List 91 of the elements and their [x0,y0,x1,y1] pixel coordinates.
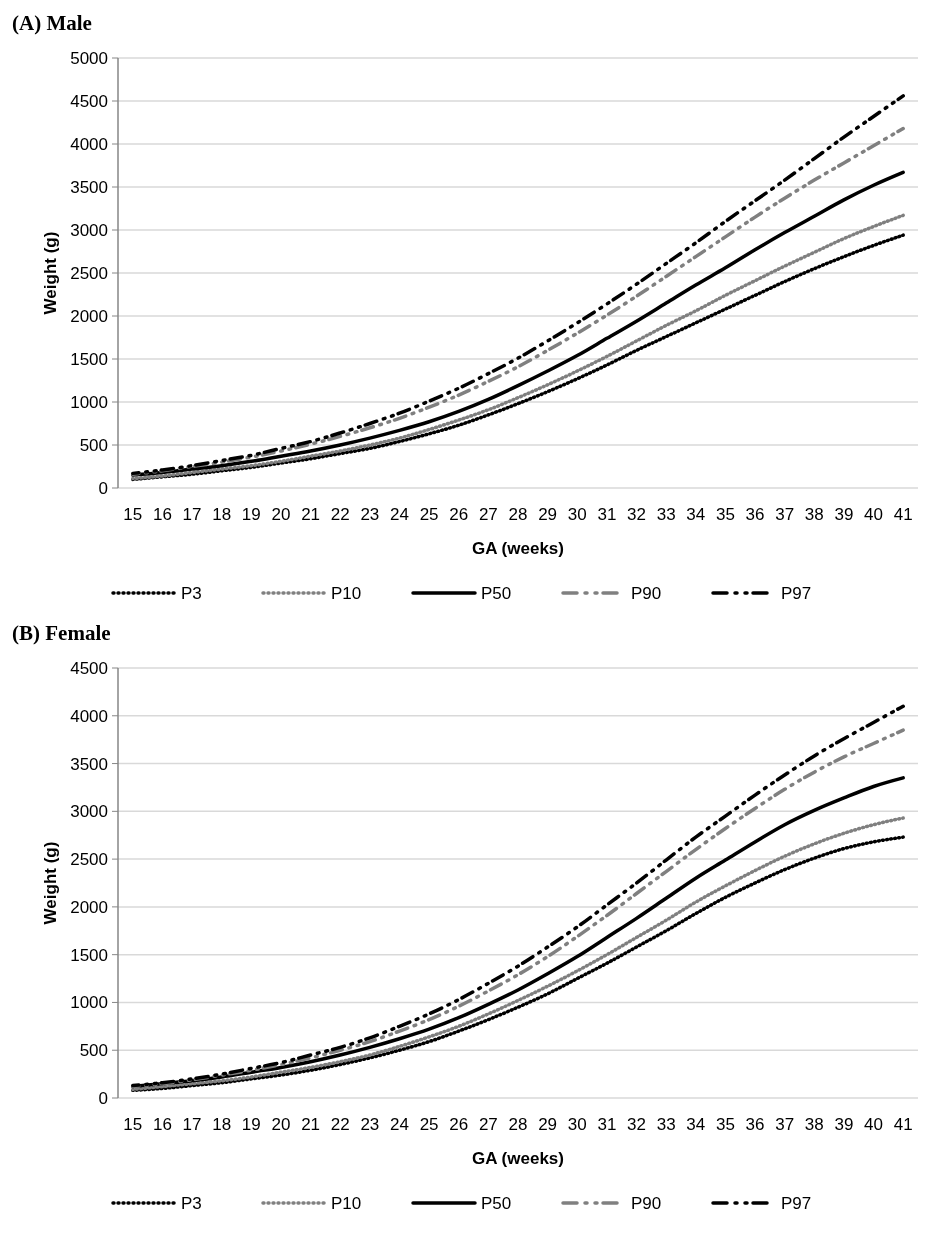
x-tick-label: 41 [893,1115,913,1134]
legend-label: P10 [331,583,362,603]
x-tick-label: 15 [123,1115,143,1134]
legend-label: P90 [631,1193,662,1213]
x-tick-label: 20 [271,505,291,524]
x-tick-label: 31 [597,505,617,524]
y-tick-label: 3500 [70,177,108,197]
y-tick-label: 3000 [70,802,108,822]
y-tick-label: 5000 [70,48,108,68]
legend-label: P97 [781,1193,812,1213]
x-tick-label: 32 [627,505,646,524]
y-tick-label: 4000 [70,706,108,726]
x-tick-label: 28 [508,1115,528,1134]
legend-label: P50 [481,583,512,603]
x-tick-label: 33 [656,1115,676,1134]
x-tick-label: 22 [330,505,350,524]
x-tick-label: 18 [212,505,232,524]
x-tick-label: 40 [864,505,884,524]
y-tick-label: 1500 [70,349,108,369]
x-tick-label: 25 [419,505,439,524]
x-tick-label: 25 [419,1115,439,1134]
x-axis-title: GA (weeks) [472,539,564,558]
y-tick-label: 0 [98,478,108,498]
legend-label: P97 [781,583,812,603]
x-axis-title: GA (weeks) [472,1149,564,1168]
x-tick-label: 36 [745,1115,765,1134]
x-tick-label: 16 [152,505,172,524]
x-tick-label: 27 [478,505,498,524]
x-tick-label: 24 [390,1115,409,1134]
y-tick-label: 2500 [70,263,108,283]
x-tick-label: 24 [390,505,409,524]
x-tick-label: 17 [182,505,202,524]
x-tick-label: 34 [686,505,706,524]
legend-label: P3 [181,1193,202,1213]
x-tick-label: 23 [360,505,380,524]
x-tick-label: 23 [360,1115,380,1134]
x-tick-label: 33 [656,505,676,524]
x-tick-label: 21 [301,1115,321,1134]
legend-label: P3 [181,583,202,603]
x-tick-label: 38 [804,1115,824,1134]
x-tick-label: 18 [212,1115,232,1134]
y-tick-label: 500 [79,435,108,455]
x-tick-label: 35 [715,505,735,524]
y-tick-label: 2000 [70,306,108,326]
x-tick-label: 30 [567,1115,587,1134]
x-tick-label: 34 [686,1115,706,1134]
x-tick-label: 19 [241,1115,261,1134]
x-tick-label: 27 [478,1115,498,1134]
x-tick-label: 15 [123,505,143,524]
x-tick-label: 30 [567,505,587,524]
x-tick-label: 39 [834,505,854,524]
y-tick-label: 0 [98,1088,108,1108]
x-tick-label: 31 [597,1115,617,1134]
x-tick-label: 29 [538,505,558,524]
y-tick-label: 1000 [70,993,108,1013]
y-tick-label: 3500 [70,754,108,774]
legend-label: P50 [481,1193,512,1213]
y-tick-label: 1500 [70,945,108,965]
y-tick-label: 500 [79,1041,108,1061]
y-tick-label: 4500 [70,91,108,111]
x-tick-label: 21 [301,505,321,524]
x-tick-label: 32 [627,1115,646,1134]
x-tick-label: 26 [449,1115,469,1134]
y-axis-title: Weight (g) [41,231,60,315]
x-tick-label: 29 [538,1115,558,1134]
x-tick-label: 19 [241,505,261,524]
x-tick-label: 22 [330,1115,350,1134]
legend-label: P90 [631,583,662,603]
x-tick-label: 39 [834,1115,854,1134]
x-tick-label: 37 [775,1115,795,1134]
y-tick-label: 4500 [70,658,108,678]
y-tick-label: 3000 [70,220,108,240]
x-tick-label: 28 [508,505,528,524]
legend-label: P10 [331,1193,362,1213]
x-tick-label: 17 [182,1115,202,1134]
y-tick-label: 1000 [70,392,108,412]
x-tick-label: 38 [804,505,824,524]
x-tick-label: 37 [775,505,795,524]
x-tick-label: 26 [449,505,469,524]
chart-title: (B) Female [12,621,111,645]
x-tick-label: 41 [893,505,913,524]
x-tick-label: 16 [152,1115,172,1134]
x-tick-label: 36 [745,505,765,524]
y-axis-title: Weight (g) [41,841,60,925]
y-tick-label: 2000 [70,897,108,917]
x-tick-label: 40 [864,1115,884,1134]
chart-title: (A) Male [12,11,92,35]
y-tick-label: 2500 [70,850,108,870]
x-tick-label: 35 [715,1115,735,1134]
y-tick-label: 4000 [70,134,108,154]
x-tick-label: 20 [271,1115,291,1134]
